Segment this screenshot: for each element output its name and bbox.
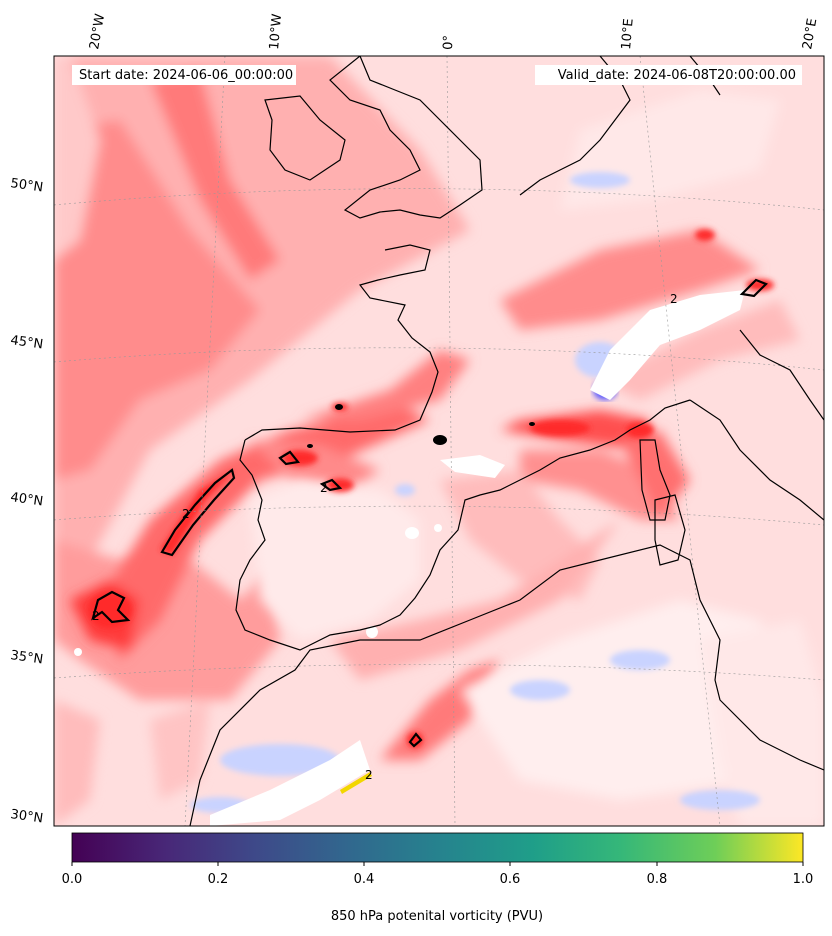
colorbar-tick: 1.0 xyxy=(793,872,814,887)
colorbar-tick: 0.2 xyxy=(208,872,229,887)
pv-field xyxy=(54,56,824,826)
lon-label: 20°W xyxy=(87,13,108,51)
contour-label: 2 xyxy=(92,609,100,623)
colorbar-tick: 0.0 xyxy=(62,872,83,887)
contour-label: 2 xyxy=(365,768,373,782)
lon-label: 0° xyxy=(441,35,457,50)
contour-label: 2 xyxy=(670,292,678,306)
lon-label: 20°E xyxy=(800,17,820,50)
lat-label: 50°N xyxy=(9,176,44,195)
colorbar-tick: 0.6 xyxy=(500,872,521,887)
lat-label: 35°N xyxy=(9,648,44,667)
colorbar-label: 850 hPa potenital vorticity (PVU) xyxy=(331,909,543,924)
contour-label: 2 xyxy=(182,507,190,521)
lat-label: 40°N xyxy=(9,490,44,509)
lon-label: 10°W xyxy=(267,13,285,50)
colorbar xyxy=(71,832,804,863)
valid-date: Valid_date: 2024-06-08T20:00:00.00 xyxy=(558,68,796,83)
colorbar-tick: 0.4 xyxy=(354,872,375,887)
lat-label: 30°N xyxy=(9,807,44,826)
start-date: Start date: 2024-06-06_00:00:00 xyxy=(79,68,293,83)
lon-label: 10°E xyxy=(619,18,637,50)
colorbar-tick: 0.8 xyxy=(647,872,668,887)
lat-label: 45°N xyxy=(9,333,44,352)
contour-label: 2 xyxy=(320,481,328,495)
